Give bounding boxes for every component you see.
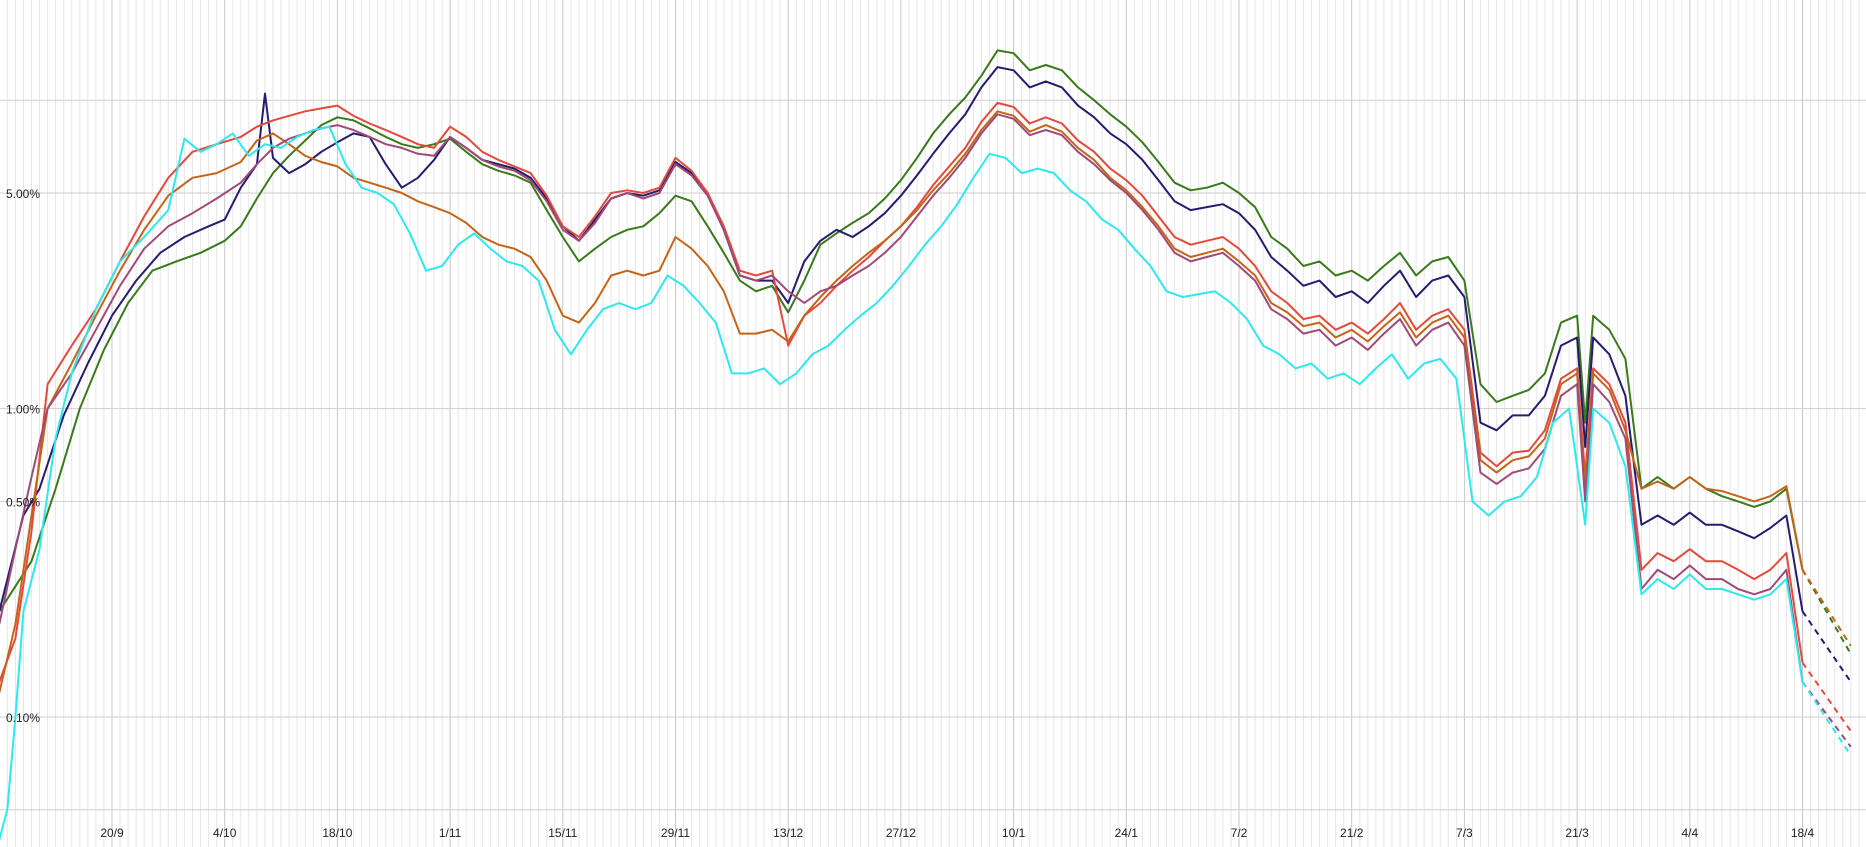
x-tick-label: 13/12: [773, 826, 803, 840]
x-tick-label: 1/11: [439, 826, 462, 840]
series-lines: [0, 49, 1852, 840]
series-projection-6: [1801, 681, 1852, 757]
x-tick-label: 15/11: [548, 826, 577, 840]
axis-labels: 5.00% 1.00% 0.50% 0.10% 20/9 4/10 18/10 1/11 15/…: [6, 187, 1815, 840]
series-projection-4: [1801, 569, 1852, 647]
y-tick-label: 0.50%: [6, 495, 40, 509]
x-tick-label: 21/2: [1340, 826, 1364, 840]
series-projection-3: [1801, 662, 1852, 732]
x-tick-label: 4/4: [1681, 826, 1698, 840]
y-tick-label: 5.00%: [6, 187, 40, 201]
series-line-5: [0, 113, 1804, 683]
series-line-3: [0, 101, 1804, 683]
series-projection-2: [1801, 610, 1852, 683]
series-line-6: [0, 125, 1804, 840]
x-tick-label: 7/2: [1231, 826, 1248, 840]
x-tick-label: 27/12: [886, 826, 916, 840]
x-tick-label: 10/1: [1002, 826, 1026, 840]
y-tick-label: 0.10%: [6, 711, 40, 725]
x-tick-label: 7/3: [1456, 826, 1473, 840]
x-tick-label: 24/1: [1115, 826, 1139, 840]
x-tick-label: 4/10: [213, 826, 237, 840]
x-tick-label: 18/10: [322, 826, 352, 840]
series-line-1: [0, 49, 1804, 612]
x-tick-label: 18/4: [1791, 826, 1815, 840]
series-line-2: [0, 66, 1804, 612]
x-tick-label: 29/11: [661, 826, 690, 840]
x-tick-label: 21/3: [1565, 826, 1589, 840]
x-tick-label: 20/9: [100, 826, 124, 840]
y-tick-label: 1.00%: [6, 403, 40, 417]
